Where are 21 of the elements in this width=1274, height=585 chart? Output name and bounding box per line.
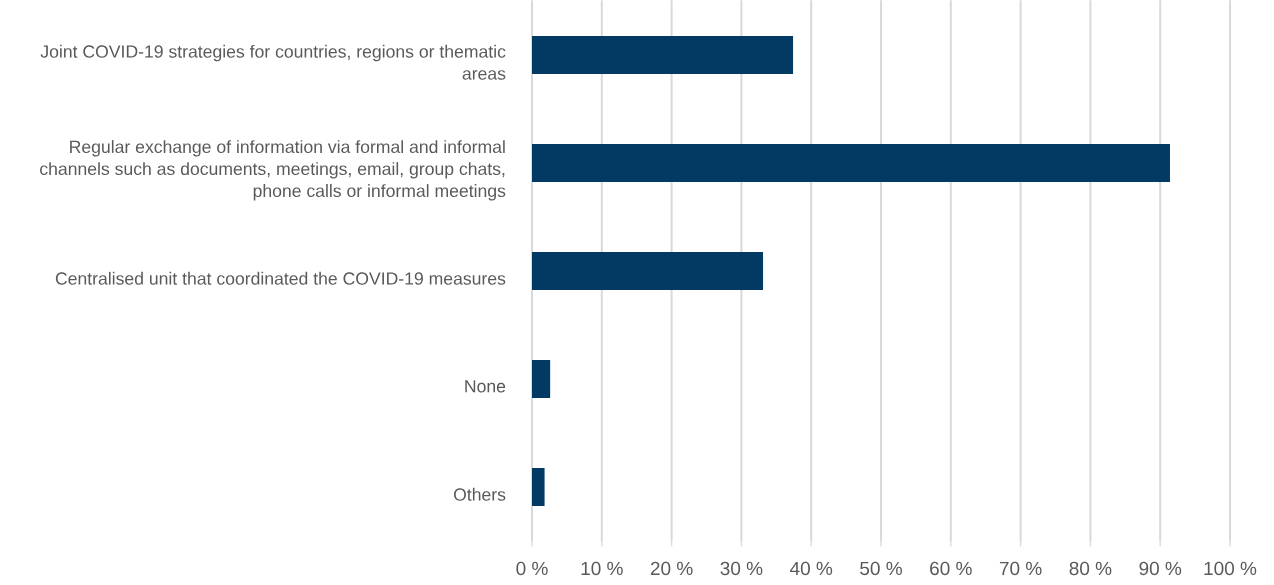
y-tick-label: Others (453, 487, 506, 501)
x-tick-label: 50 % (860, 561, 902, 576)
x-tick-label: 90 % (1139, 561, 1182, 576)
bar (532, 467, 545, 506)
x-tick-label: 60 % (930, 561, 972, 576)
x-tick-label: 10 % (581, 561, 623, 576)
bar (532, 359, 551, 398)
bar (532, 144, 1170, 182)
x-tick-label: 20 % (650, 561, 693, 576)
bar (532, 36, 794, 74)
x-tick-label: 100 % (1204, 561, 1257, 576)
x-tick-label: 80 % (1069, 561, 1112, 576)
x-tick-label: 0 % (516, 561, 548, 576)
x-tick-label: 40 % (789, 561, 833, 576)
y-tick-label: Centralised unit that coordinated the COVID-19 measures (55, 271, 506, 285)
bar (532, 252, 764, 290)
y-tick-label: Regular exchange of information via formal and informal channels such as documents, meetings, email, group chats, phone calls or informal meetings (40, 140, 506, 201)
x-tick-label: 70 % (999, 561, 1042, 576)
x-tick-label: 30 % (720, 561, 763, 576)
y-tick-label: Joint COVID-19 strategies for countries, regions or thematic areas (40, 44, 506, 80)
y-tick-label: None (465, 380, 506, 393)
